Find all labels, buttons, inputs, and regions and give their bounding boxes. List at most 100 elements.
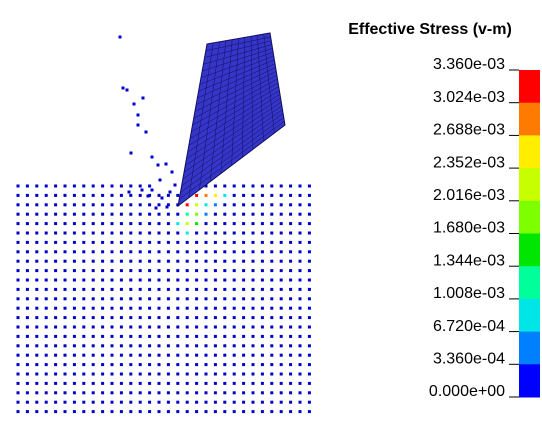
- particle: [35, 400, 39, 404]
- particle: [242, 325, 246, 329]
- particle: [63, 372, 67, 376]
- chip-particle: [118, 35, 122, 39]
- particle: [91, 344, 95, 348]
- particle: [82, 222, 86, 226]
- particle: [44, 353, 48, 357]
- particle: [270, 184, 274, 188]
- particle: [101, 381, 105, 385]
- particle: [16, 400, 20, 404]
- particle: [279, 344, 283, 348]
- particle: [44, 222, 48, 226]
- particle: [166, 344, 170, 348]
- particle: [54, 231, 58, 235]
- particle: [16, 193, 20, 197]
- particle: [185, 334, 189, 338]
- particle: [25, 391, 29, 395]
- particle: [16, 344, 20, 348]
- particle: [157, 222, 161, 226]
- particle: [72, 381, 76, 385]
- particle: [91, 410, 95, 414]
- particle: [91, 287, 95, 291]
- particle: [72, 203, 76, 207]
- particle: [148, 222, 152, 226]
- particle: [260, 269, 264, 273]
- mesh-line: [203, 44, 272, 65]
- legend-swatch: [519, 70, 540, 104]
- particle: [223, 222, 227, 226]
- particle: [72, 297, 76, 301]
- particle: [195, 316, 199, 320]
- particle: [195, 212, 199, 216]
- particle: [279, 222, 283, 226]
- legend-label: 1.008e-03: [433, 285, 505, 302]
- particle: [260, 212, 264, 216]
- particle: [195, 240, 199, 244]
- particle: [63, 316, 67, 320]
- particle: [157, 400, 161, 404]
- particle: [16, 222, 20, 226]
- particle: [232, 325, 236, 329]
- particle: [35, 212, 39, 216]
- particle: [63, 400, 67, 404]
- mesh-line: [182, 109, 283, 180]
- legend-swatch: [519, 168, 540, 202]
- particle: [279, 410, 283, 414]
- particle: [279, 306, 283, 310]
- particle: [72, 193, 76, 197]
- particle: [25, 334, 29, 338]
- particle: [82, 391, 86, 395]
- particle: [16, 212, 20, 216]
- particle: [298, 325, 302, 329]
- particle: [148, 278, 152, 282]
- particle: [25, 325, 29, 329]
- particle: [204, 203, 208, 207]
- particle: [129, 306, 133, 310]
- particle: [148, 212, 152, 216]
- particle: [166, 250, 170, 254]
- particle: [148, 325, 152, 329]
- particle: [195, 344, 199, 348]
- particle: [54, 193, 58, 197]
- particle: [260, 259, 264, 263]
- chip-particle: [136, 113, 140, 117]
- particle: [157, 306, 161, 310]
- particle: [54, 222, 58, 226]
- particle: [307, 278, 311, 282]
- particle: [82, 325, 86, 329]
- particle: [35, 325, 39, 329]
- particle: [119, 316, 123, 320]
- particle: [176, 372, 180, 376]
- particle: [25, 287, 29, 291]
- particle: [289, 391, 293, 395]
- particle: [101, 297, 105, 301]
- particle: [307, 344, 311, 348]
- particle: [101, 372, 105, 376]
- particle: [25, 231, 29, 235]
- particle: [129, 363, 133, 367]
- particle: [251, 222, 255, 226]
- particle: [82, 316, 86, 320]
- particle: [129, 193, 133, 197]
- particle: [298, 278, 302, 282]
- particle: [223, 306, 227, 310]
- particle: [63, 325, 67, 329]
- particle: [213, 250, 217, 254]
- particle: [185, 325, 189, 329]
- particle: [157, 278, 161, 282]
- particle: [91, 212, 95, 216]
- particle: [25, 344, 29, 348]
- particle: [166, 193, 170, 197]
- particle: [44, 203, 48, 207]
- particle: [35, 344, 39, 348]
- particle: [176, 259, 180, 263]
- particle: [119, 240, 123, 244]
- particle: [270, 381, 274, 385]
- particle: [242, 381, 246, 385]
- chip-particle: [144, 130, 148, 134]
- particle: [298, 363, 302, 367]
- particle: [110, 363, 114, 367]
- particle: [242, 259, 246, 263]
- particle: [223, 353, 227, 357]
- particle: [204, 184, 208, 188]
- particle: [44, 269, 48, 273]
